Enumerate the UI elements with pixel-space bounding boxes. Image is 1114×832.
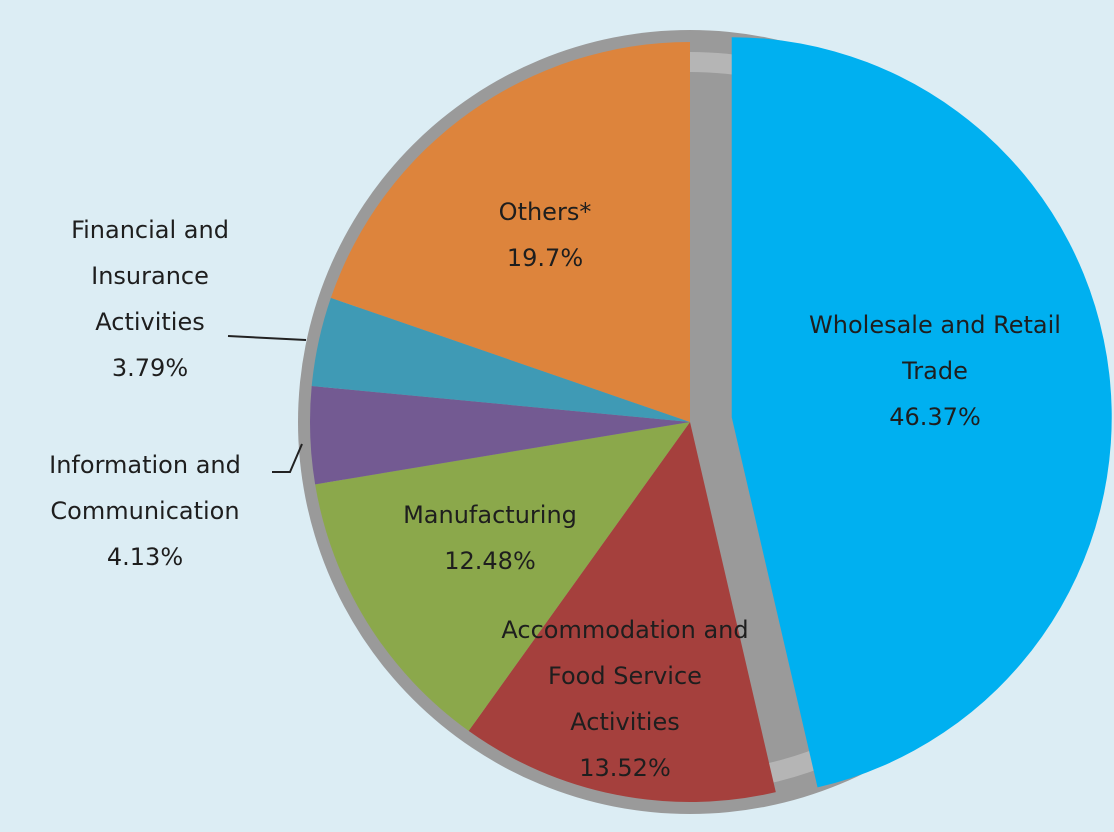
pie-slice bbox=[311, 297, 690, 422]
category-label: Information and Communication bbox=[49, 451, 241, 525]
pie-slice bbox=[468, 422, 776, 803]
slice-label: Financial and Insurance Activities 3.79% bbox=[65, 207, 235, 391]
value-label: 12.48% bbox=[444, 547, 536, 575]
slice-label: Manufacturing 12.48% bbox=[370, 492, 610, 584]
slice-label: Information and Communication 4.13% bbox=[10, 442, 280, 580]
category-label: Financial and Insurance Activities bbox=[71, 216, 229, 336]
value-label: 4.13% bbox=[106, 543, 184, 571]
slice-label: Wholesale and Retail Trade 46.37% bbox=[805, 302, 1065, 440]
category-label: Wholesale and Retail Trade bbox=[809, 311, 1061, 385]
category-label: Manufacturing bbox=[403, 501, 577, 529]
pie-slice bbox=[731, 37, 1112, 788]
pie-slice bbox=[315, 422, 690, 731]
leader-line bbox=[227, 335, 307, 341]
pie-slice bbox=[310, 386, 690, 485]
slices bbox=[310, 37, 1112, 803]
leader-line bbox=[272, 443, 303, 473]
category-label: Others* bbox=[498, 198, 592, 226]
value-label: 19.7% bbox=[506, 244, 584, 272]
value-label: 46.37% bbox=[889, 403, 981, 431]
value-label: 3.79% bbox=[111, 354, 189, 382]
slice-label: Others* 19.7% bbox=[445, 189, 645, 281]
value-label: 13.52% bbox=[579, 754, 671, 782]
category-label: Accommodation and Food Service Activitie… bbox=[501, 616, 749, 736]
slice-label: Accommodation and Food Service Activitie… bbox=[490, 607, 760, 791]
pie-slice bbox=[330, 42, 690, 422]
